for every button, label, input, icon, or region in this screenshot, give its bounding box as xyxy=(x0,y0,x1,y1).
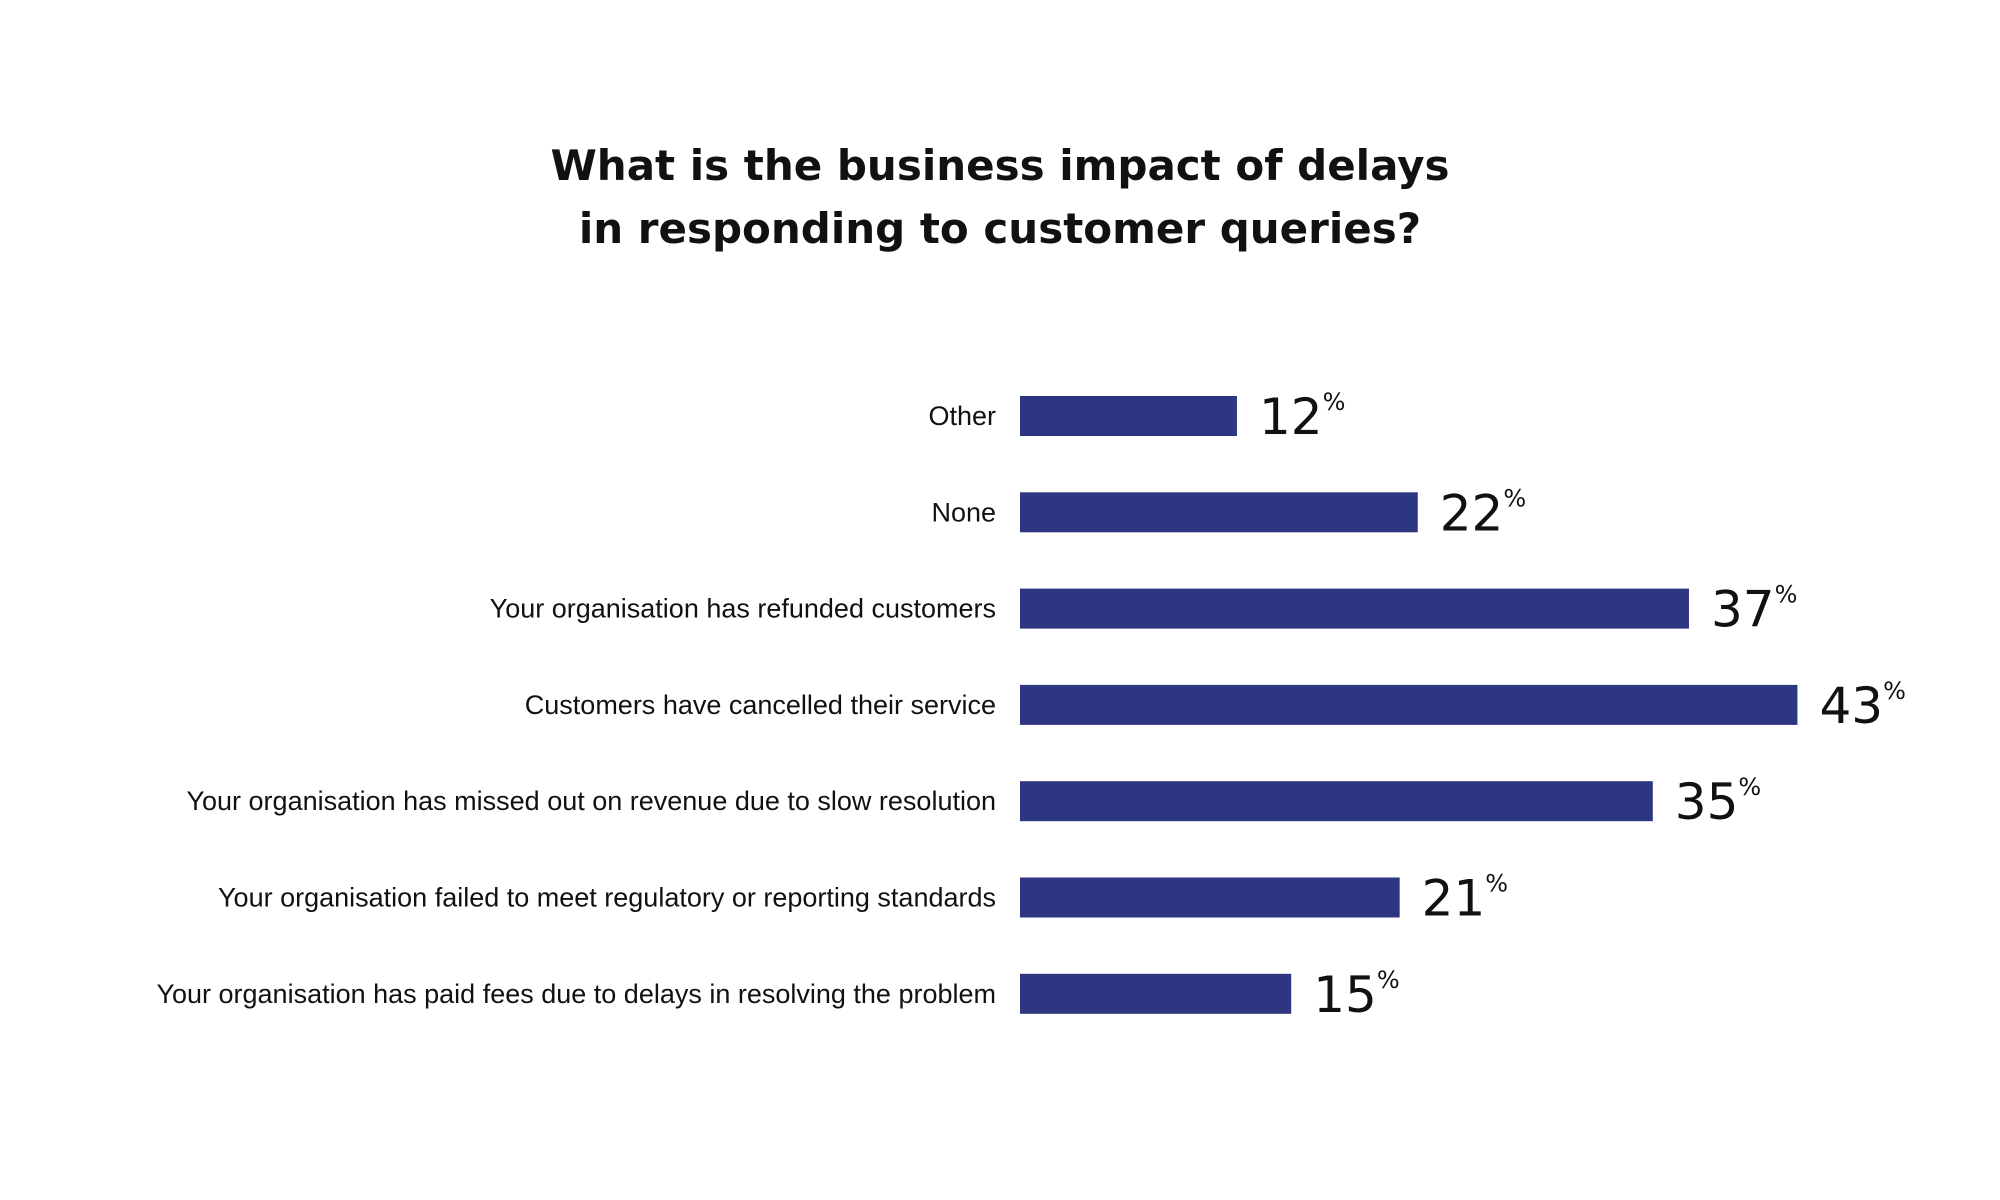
value-label: 15% xyxy=(1313,966,1399,1024)
value-labels: 12% 22% 37% 43% 35% 21% 15% xyxy=(1259,388,1906,1024)
bars xyxy=(1020,396,1798,1014)
value-label: 35% xyxy=(1675,773,1761,831)
value-label: 43% xyxy=(1819,677,1905,735)
value-label: 12% xyxy=(1259,388,1345,446)
value-label: 22% xyxy=(1440,484,1526,542)
bar xyxy=(1020,492,1418,533)
category-label: None xyxy=(931,497,996,527)
category-label: Customers have cancelled their service xyxy=(525,690,996,720)
category-label: Your organisation failed to meet regulat… xyxy=(218,883,996,913)
bar xyxy=(1020,396,1237,436)
value-label: 21% xyxy=(1422,870,1508,928)
bar xyxy=(1020,684,1798,725)
bar xyxy=(1020,588,1689,629)
bar xyxy=(1020,781,1653,822)
bar xyxy=(1020,973,1292,1014)
bar xyxy=(1020,877,1400,918)
category-label: Your organisation has paid fees due to d… xyxy=(156,979,996,1009)
category-label: Other xyxy=(928,401,996,431)
chart-title: What is the business impact of delays in… xyxy=(0,134,2000,260)
value-label: 37% xyxy=(1711,581,1797,639)
chart-title-line-1: What is the business impact of delays xyxy=(550,141,1450,190)
category-labels: Other None Your organisation has refunded … xyxy=(156,401,996,1009)
chart-title-line-2: in responding to customer queries? xyxy=(578,204,1422,253)
category-label: Your organisation has refunded customers xyxy=(490,594,996,624)
category-label: Your organisation has missed out on reve… xyxy=(186,786,996,816)
